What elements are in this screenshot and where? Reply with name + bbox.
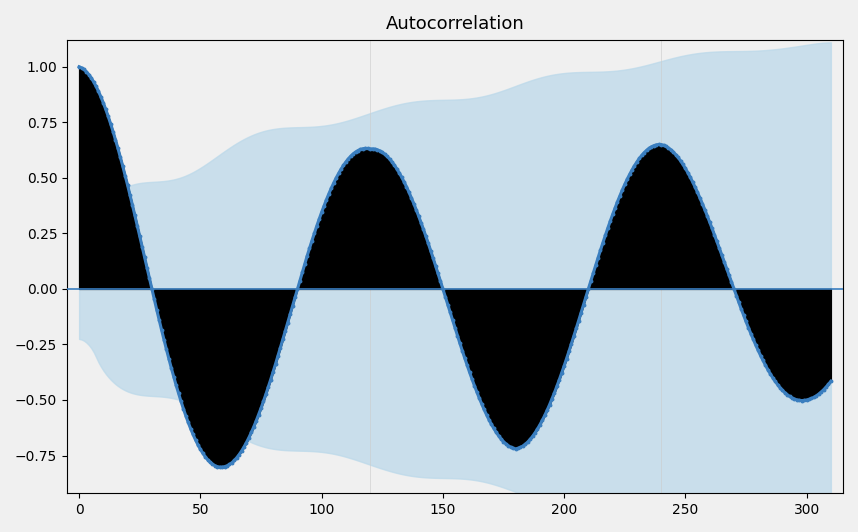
Title: Autocorrelation: Autocorrelation xyxy=(385,15,524,33)
